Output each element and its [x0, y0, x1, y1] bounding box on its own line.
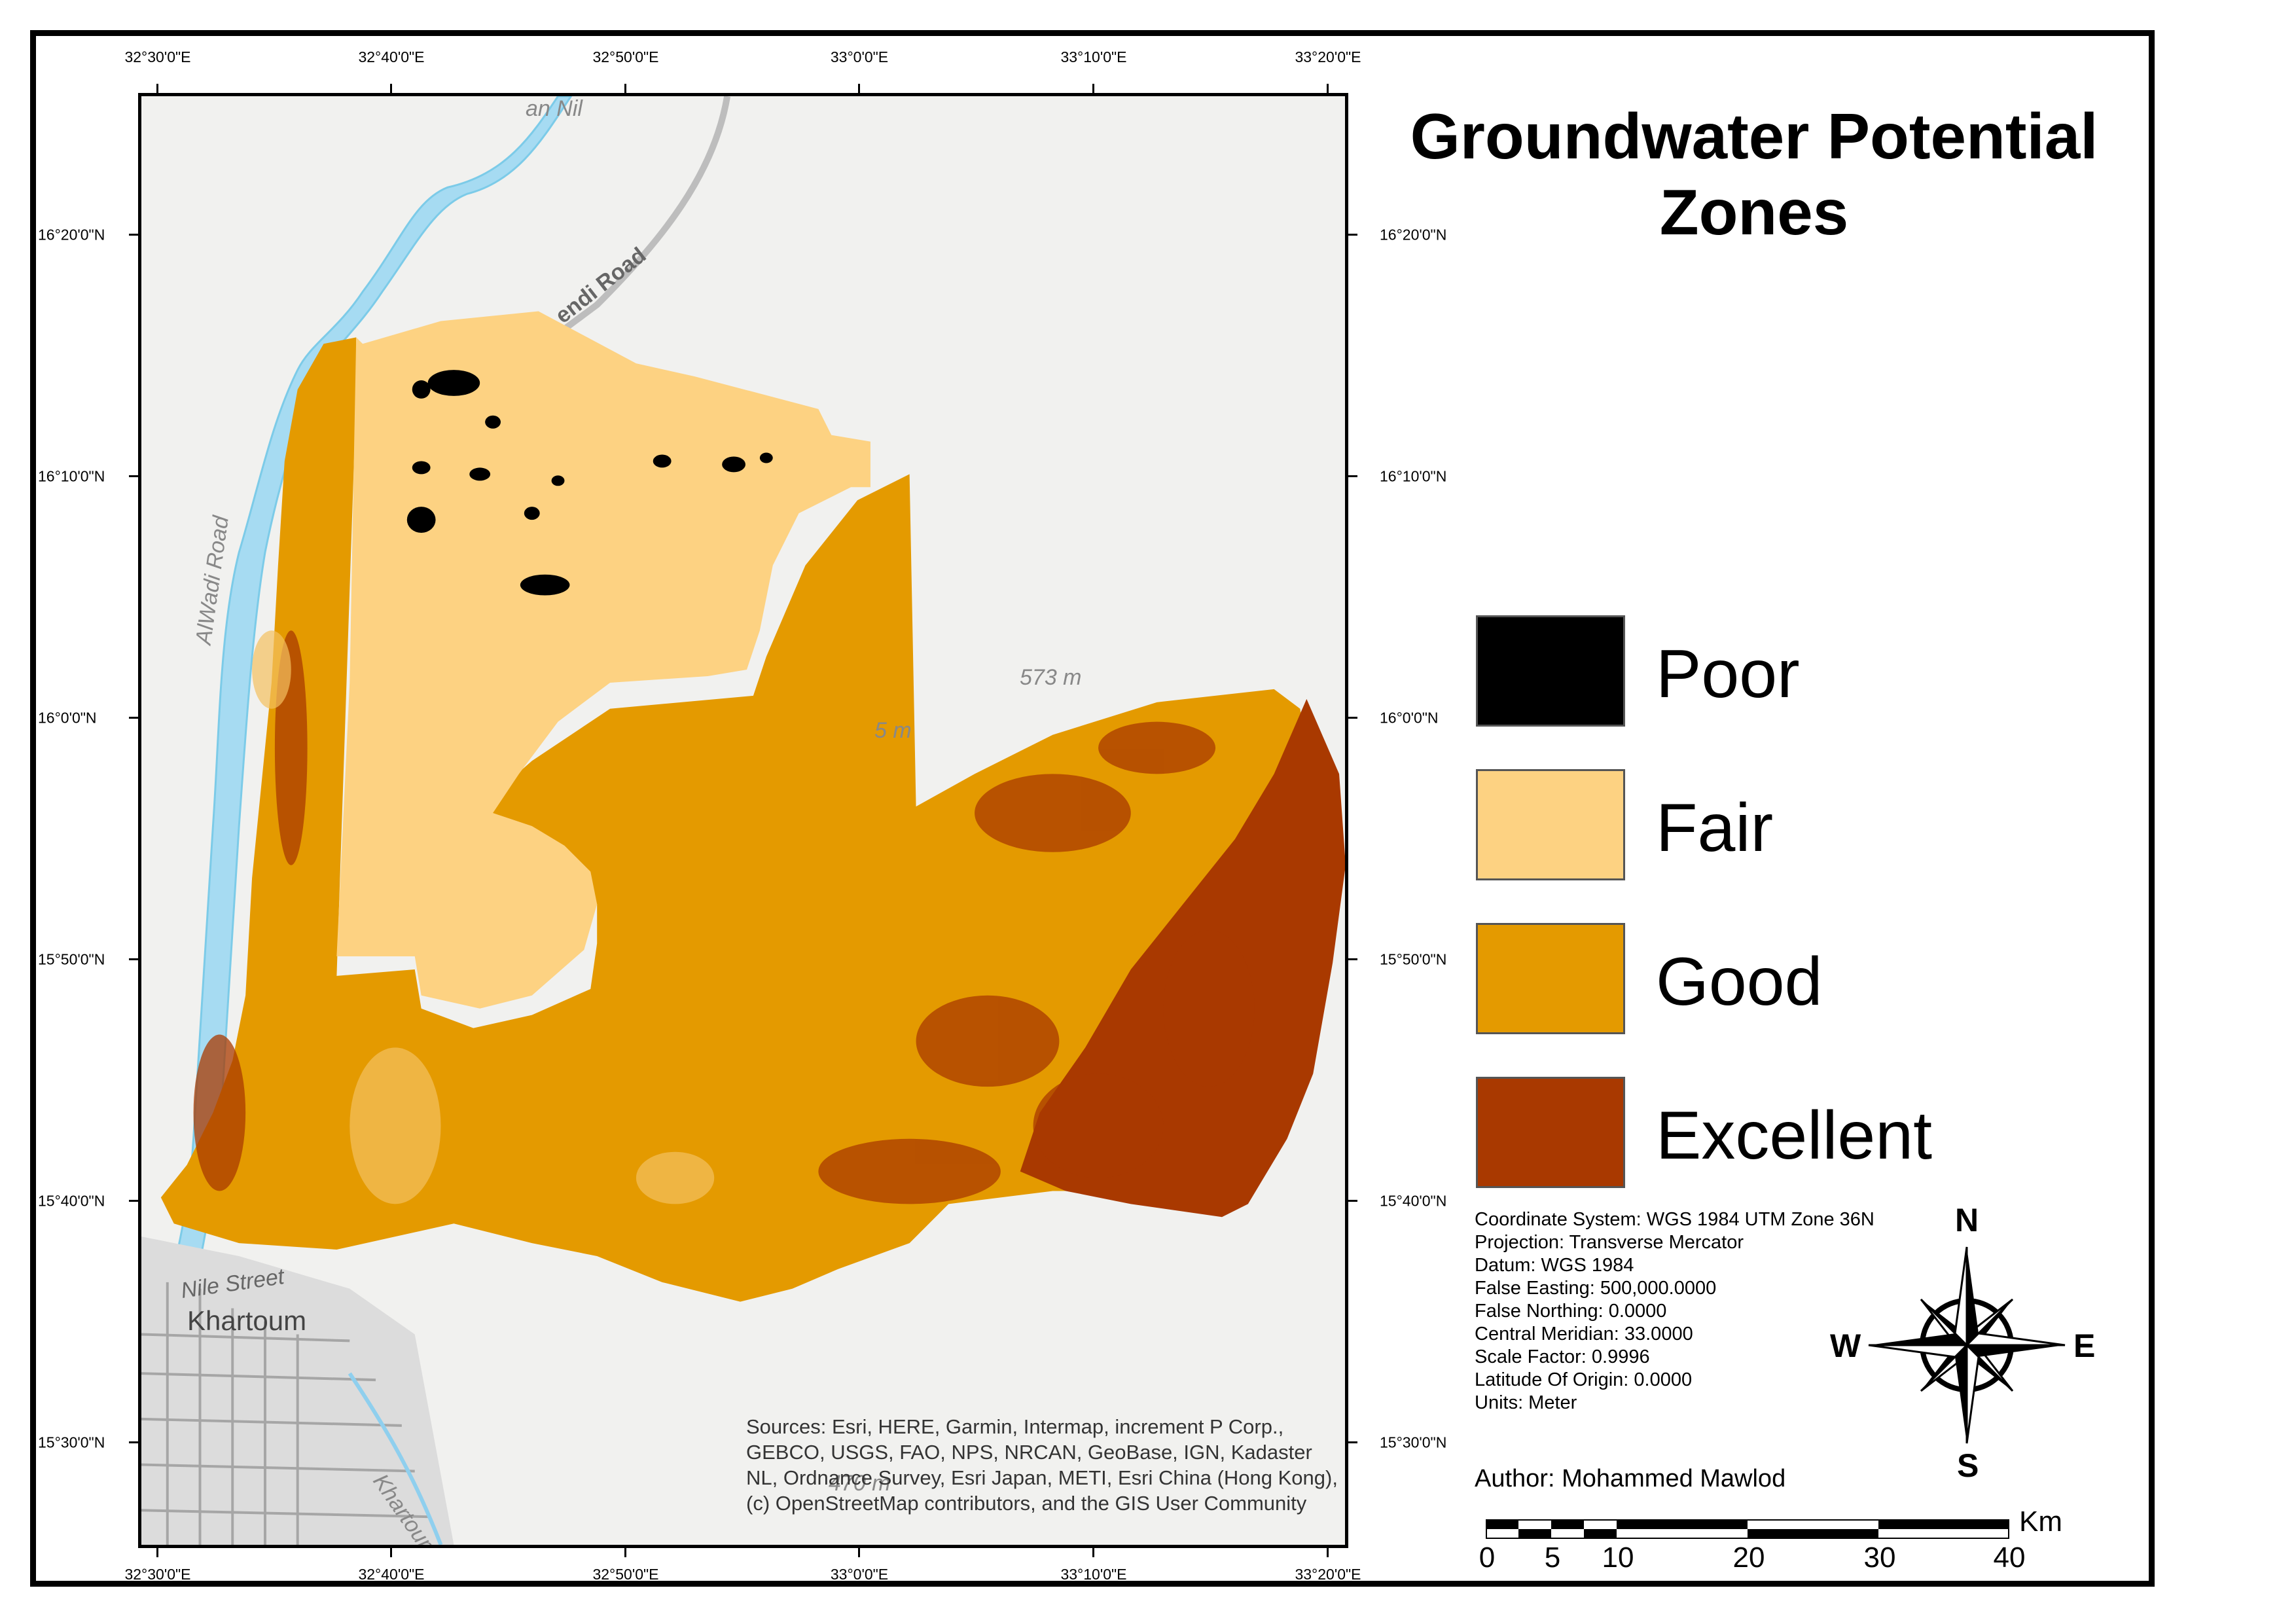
tick-mark: [1327, 1548, 1329, 1557]
map-panel[interactable]: an Nil endi Road AlWadi Road 573 m 5 m N…: [138, 93, 1348, 1548]
city-grid: [141, 1282, 428, 1545]
right-tick: 16°0'0"N: [1380, 709, 1439, 727]
meta-line: False Northing: 0.0000: [1475, 1301, 1667, 1322]
tick-mark: [129, 234, 138, 236]
meta-line: False Easting: 500,000.0000: [1475, 1278, 1717, 1299]
top-tick: 33°10'0"E: [1060, 48, 1127, 65]
elevation-label-3: 470 m: [829, 1471, 891, 1496]
map-sources: Sources: Esri, HERE, Garmin, Intermap, i…: [746, 1415, 1338, 1515]
elevation-label-2: 5 m: [874, 718, 912, 743]
scale-label: 0: [1479, 1542, 1496, 1574]
tick-mark: [624, 84, 626, 93]
left-tick: 15°50'0"N: [38, 950, 105, 968]
fair-patches: [252, 630, 715, 1204]
top-tick: 33°20'0"E: [1295, 48, 1361, 65]
left-tick: 16°20'0"N: [38, 226, 105, 244]
bottom-tick: 32°30'0"E: [124, 1566, 191, 1583]
top-tick: 32°30'0"E: [124, 48, 191, 65]
tick-mark: [1348, 475, 1357, 477]
compass-s: S: [1957, 1447, 1979, 1484]
right-tick: 15°30'0"N: [1380, 1434, 1447, 1451]
tick-mark: [129, 717, 138, 719]
compass-w: W: [1830, 1327, 1861, 1364]
tick-mark: [1092, 1548, 1094, 1557]
tick-mark: [390, 1548, 392, 1557]
compass-e: E: [2073, 1327, 2096, 1364]
tick-mark: [129, 958, 138, 960]
projection-metadata: Coordinate System: WGS 1984 UTM Zone 36N…: [1475, 1208, 1874, 1415]
meta-line: Datum: WGS 1984: [1475, 1255, 1634, 1276]
left-tick: 16°0'0"N: [38, 709, 97, 727]
city-label: Khartoum: [187, 1305, 307, 1336]
north-arrow: N S E W: [1826, 1202, 2108, 1486]
tick-mark: [1348, 234, 1357, 236]
bottom-tick: 33°20'0"E: [1295, 1566, 1361, 1583]
right-tick: 15°50'0"N: [1380, 950, 1447, 968]
meta-line: Projection: Transverse Mercator: [1475, 1232, 1744, 1253]
legend-swatch-poor: [1476, 615, 1625, 727]
legend-label-fair: Fair: [1656, 790, 1774, 866]
right-tick: 16°20'0"N: [1380, 226, 1447, 244]
tick-mark: [1348, 1200, 1357, 1202]
left-tick: 15°40'0"N: [38, 1192, 105, 1210]
top-tick: 33°0'0"E: [830, 48, 889, 65]
right-tick: 15°40'0"N: [1380, 1192, 1447, 1210]
tick-mark: [858, 1548, 860, 1557]
tick-mark: [1348, 717, 1357, 719]
tick-mark: [1348, 1441, 1357, 1443]
scale-label: 30: [1863, 1542, 1896, 1574]
zone-fair: [336, 311, 870, 1009]
legend-label-excellent: Excellent: [1656, 1098, 1932, 1174]
scale-unit: Km: [2019, 1506, 2062, 1538]
map-author: Author: Mohammed Mawlod: [1475, 1465, 1786, 1492]
tick-mark: [156, 1548, 158, 1557]
left-tick: 15°30'0"N: [38, 1434, 105, 1451]
tick-mark: [1348, 958, 1357, 960]
river-label: an Nil: [526, 96, 583, 121]
bottom-tick: 33°0'0"E: [830, 1566, 889, 1583]
compass-rose-icon: [1868, 1246, 2066, 1444]
legend-label-good: Good: [1656, 944, 1823, 1020]
left-tick: 16°10'0"N: [38, 467, 105, 485]
right-tick: 16°10'0"N: [1380, 467, 1447, 485]
meta-line: Scale Factor: 0.9996: [1475, 1346, 1650, 1367]
tick-mark: [858, 84, 860, 93]
tick-mark: [624, 1548, 626, 1557]
legend-swatch-excellent: [1476, 1077, 1625, 1188]
tick-mark: [156, 84, 158, 93]
scale-label: 20: [1732, 1542, 1765, 1574]
tick-mark: [129, 1200, 138, 1202]
scale-label: 10: [1602, 1542, 1634, 1574]
elevation-label: 573 m: [1020, 665, 1082, 690]
meta-line: Coordinate System: WGS 1984 UTM Zone 36N: [1475, 1209, 1874, 1230]
top-tick: 32°50'0"E: [592, 48, 659, 65]
map-title: Groundwater Potential Zones: [1410, 100, 2098, 248]
tick-mark: [1327, 84, 1329, 93]
bottom-tick: 32°50'0"E: [592, 1566, 659, 1583]
zone-poor: [406, 370, 773, 596]
bottom-tick: 32°40'0"E: [358, 1566, 425, 1583]
scale-label: 5: [1544, 1542, 1561, 1574]
top-tick: 32°40'0"E: [358, 48, 425, 65]
scale-label: 40: [1993, 1542, 2026, 1574]
tick-mark: [1092, 84, 1094, 93]
legend-swatch-fair: [1476, 769, 1625, 880]
scale-bar: [1486, 1519, 2009, 1539]
tick-mark: [129, 1441, 138, 1443]
tick-mark: [390, 84, 392, 93]
meta-line: Latitude Of Origin: 0.0000: [1475, 1369, 1693, 1390]
legend-swatch-good: [1476, 923, 1625, 1034]
meta-line: Central Meridian: 33.0000: [1475, 1324, 1693, 1344]
groundwater-map: [141, 96, 1345, 1545]
bottom-tick: 33°10'0"E: [1060, 1566, 1127, 1583]
legend-label-poor: Poor: [1656, 636, 1800, 712]
khartoum-road: [348, 1372, 443, 1545]
compass-n: N: [1955, 1202, 1979, 1238]
tick-mark: [129, 475, 138, 477]
meta-line: Units: Meter: [1475, 1392, 1577, 1413]
